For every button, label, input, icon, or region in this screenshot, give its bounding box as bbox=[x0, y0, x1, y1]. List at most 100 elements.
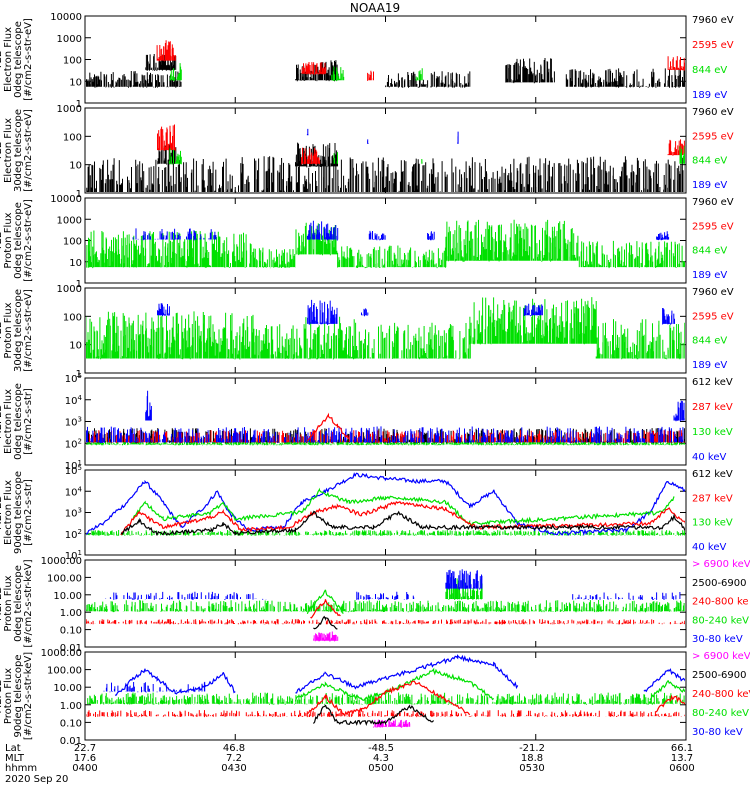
panel-0-ytick-label: 1000 bbox=[57, 34, 82, 45]
footer-row-label-mlt: MLT bbox=[5, 753, 24, 764]
panel-2-ytick-label: 10000 bbox=[50, 194, 82, 205]
panel-4-ytick-label: 105 bbox=[65, 372, 82, 385]
footer-row-label-lat: Lat bbox=[5, 743, 21, 754]
footer-mlt-0: 17.6 bbox=[73, 753, 97, 764]
footer-hhmm-0: 0400 bbox=[72, 763, 98, 774]
panel-1-series-green bbox=[168, 146, 685, 165]
panel-0-ylabel-line: [#/cm2-s-str-eV] bbox=[23, 18, 34, 101]
panel-7-ylabel-line: MEPED bbox=[0, 678, 4, 713]
panel-7-ytick-label: 0.10 bbox=[60, 718, 82, 729]
panel-4-ylabel: MEPEDElectron Flux0deg telescope[#/cm2-s… bbox=[0, 383, 34, 460]
panel-4-ylabel-line: Electron Flux bbox=[3, 389, 14, 454]
panel-1: 1000 100 10 1 TEDElectron Flux30deg telescop… bbox=[0, 104, 734, 200]
panel-4: 105 104 103 102 101 MEPEDElectron Flux0deg te… bbox=[0, 372, 733, 472]
panel-6-ylabel: MEPEDProton Flux0deg telescope[#/cm2-s-s… bbox=[0, 559, 34, 647]
panel-6-curve-red bbox=[310, 599, 341, 619]
panel-6-ylabel-line: Proton Flux bbox=[3, 575, 14, 631]
panel-1-ytick-label: 100 bbox=[63, 132, 82, 143]
panel-6-series-red bbox=[86, 619, 685, 625]
footer-lat-0: 22.7 bbox=[73, 743, 97, 754]
panel-5-ytick-label: 101 bbox=[65, 549, 82, 562]
footer-mlt-2: 4.3 bbox=[373, 753, 389, 764]
panel-6-series-blue bbox=[105, 569, 681, 600]
footer-mlt-3: 18.8 bbox=[520, 753, 544, 764]
footer-axis-labels: Lat MLT hhmm 2020 Sep 20 22.7 17.6 0400 … bbox=[0, 744, 750, 800]
panel-5-data bbox=[86, 472, 685, 537]
panel-7-ytick-label: 100.00 bbox=[47, 666, 82, 677]
footer-lat-2: -48.5 bbox=[368, 743, 394, 754]
panel-0-ytick-label: 100 bbox=[63, 56, 82, 67]
panel-7-ytick-label: 0.01 bbox=[60, 736, 82, 747]
panel-6-legend-blue: 30-80 keV bbox=[692, 634, 743, 645]
panel-5-legend-blue: 40 keV bbox=[692, 542, 726, 553]
panel-0-series-black bbox=[86, 53, 685, 88]
panel-3-data bbox=[86, 297, 685, 360]
panel-7-series-magenta bbox=[373, 719, 411, 728]
panel-1-legend-green: 844 eV bbox=[692, 156, 727, 167]
panel-1-ytick-label: 10 bbox=[69, 161, 82, 172]
panel-6-frame bbox=[84, 559, 687, 648]
panel-4-ylabel-line: MEPED bbox=[0, 404, 4, 439]
panel-1-legend-blue: 189 eV bbox=[692, 180, 727, 191]
panel-6-ylabel-line: [#/cm2-s-str-keV] bbox=[23, 559, 34, 647]
panel-0-ytick-label: 10000 bbox=[50, 12, 82, 23]
footer-hhmm-2: 0500 bbox=[368, 763, 394, 774]
panel-2-ylabel-line: [#/cm2-s-str-eV] bbox=[23, 199, 34, 282]
panel-6-series-green bbox=[86, 577, 685, 613]
panel-5-legend-green: 130 keV bbox=[692, 518, 733, 529]
panel-7-curve-black bbox=[312, 704, 435, 726]
panel-5-curve-green bbox=[132, 487, 675, 526]
panel-5-curve-black bbox=[120, 510, 685, 537]
panel-6-series-magenta bbox=[313, 631, 339, 642]
panel-6-ytick-label: 0.01 bbox=[60, 643, 82, 654]
panel-6-curve-black bbox=[313, 615, 338, 630]
panel-0-ylabel-line: 0deg telescope bbox=[13, 21, 24, 98]
panel-0-legend-black: 7960 eV bbox=[692, 15, 734, 26]
panel-3: 1000 100 10 1 TEDProton Flux30deg telescope[… bbox=[0, 284, 734, 380]
panel-5-legend-black: 612 keV bbox=[692, 469, 733, 480]
panel-5-ytick-label: 102 bbox=[65, 528, 82, 541]
panel-6-legend-magenta: > 6900 keV bbox=[692, 559, 750, 570]
panel-0-legend-blue: 189 eV bbox=[692, 90, 727, 101]
panel-6-legend-red: 240-800 ke bbox=[692, 597, 749, 608]
panel-2-ylabel-line: Proton Flux bbox=[3, 212, 14, 268]
panel-7-legend-blue: 30-80 keV bbox=[692, 727, 743, 738]
panel-4-legend-black: 612 keV bbox=[692, 377, 733, 388]
footer-date-label: 2020 Sep 20 bbox=[5, 774, 69, 785]
panel-0-data bbox=[86, 40, 685, 88]
panel-7-legend-green: 80-240 keV bbox=[692, 708, 749, 719]
panel-2-legend-blue: 189 eV bbox=[692, 270, 727, 281]
panel-1-ylabel-line: [#/cm2-s-str-eV] bbox=[23, 109, 34, 192]
panel-4-ylabel-line: [#/cm2-s-str] bbox=[23, 388, 34, 455]
panel-6-ytick-label: 100.00 bbox=[47, 573, 82, 584]
panel-1-ytick-label: 1 bbox=[76, 189, 82, 200]
footer-row-label-hhmm: hhmm bbox=[5, 763, 38, 774]
panel-5-curve-red bbox=[120, 500, 685, 536]
panel-6-ylabel-line: MEPED bbox=[0, 586, 4, 621]
panel-7-curve-red bbox=[655, 694, 685, 713]
panel-6-legend-green: 80-240 keV bbox=[692, 615, 749, 626]
panel-5-frame bbox=[84, 469, 687, 556]
panel-1-ylabel: TEDElectron Flux30deg telescope[#/cm2-s-… bbox=[0, 109, 34, 192]
panel-7-ytick-label: 1000.00 bbox=[41, 648, 82, 659]
panel-1-series-blue bbox=[306, 128, 459, 144]
panel-7-series-red bbox=[86, 710, 685, 718]
panel-7-legend-red: 240-800 keV bbox=[692, 689, 750, 700]
panel-1-legend-red: 2595 eV bbox=[692, 131, 734, 142]
panel-4-curve-red bbox=[306, 412, 350, 442]
panel-7-curve-blue bbox=[114, 668, 236, 696]
panel-0-legend-green: 844 eV bbox=[692, 65, 727, 76]
panel-1-ylabel-line: TED bbox=[0, 140, 4, 161]
panel-1-data bbox=[86, 124, 685, 192]
panel-5-ylabel: MEPEDElectron Flux90deg telescope[#/cm2-… bbox=[0, 471, 34, 554]
panel-2-legend-red: 2595 eV bbox=[692, 221, 734, 232]
panel-4-legend-green: 130 keV bbox=[692, 427, 733, 438]
panel-6-legend-black: 2500-6900 bbox=[692, 578, 747, 589]
panel-4-data bbox=[86, 390, 685, 446]
panel-3-ylabel-line: TED bbox=[0, 320, 4, 341]
panel-7-ylabel-line: [#/cm2-s-str-keV] bbox=[23, 652, 34, 740]
panel-6-curve-green bbox=[306, 589, 344, 614]
footer-hhmm-1: 0430 bbox=[221, 763, 247, 774]
